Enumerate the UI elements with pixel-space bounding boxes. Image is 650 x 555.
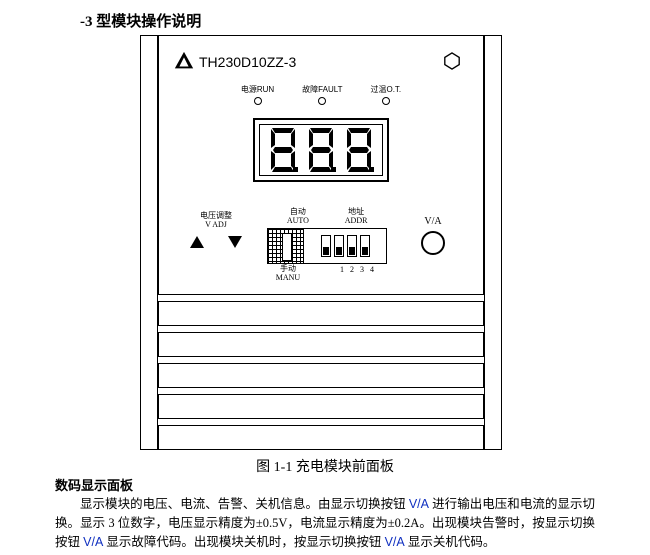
va-inline-3: V/A bbox=[385, 535, 405, 549]
decimal-dot-3-icon bbox=[369, 167, 374, 172]
led-ot-label: 过温O.T. bbox=[370, 84, 401, 95]
led-ot: 过温O.T. bbox=[370, 84, 401, 114]
vent-slat bbox=[158, 394, 484, 419]
va-inline-2: V/A bbox=[83, 535, 103, 549]
controls-row: 电压调整 V ADJ 自动AUTO 地址ADDR bbox=[159, 208, 483, 288]
dip-manual-label: 手动MANU bbox=[270, 265, 306, 283]
dip-addr-label: 地址ADDR bbox=[329, 208, 383, 226]
decimal-dot-2-icon bbox=[331, 167, 336, 172]
brand-logo-icon bbox=[173, 50, 195, 72]
display-digit-3 bbox=[342, 126, 376, 174]
voltage-adjust-group: 电压调整 V ADJ bbox=[181, 212, 251, 248]
panel-main: TH230D10ZZ-3 电源RUN 故障FAULT 过温O.T. bbox=[158, 35, 484, 295]
led-row: 电源RUN 故障FAULT 过温O.T. bbox=[159, 84, 483, 114]
display-digit-1 bbox=[266, 126, 300, 174]
vent-slat bbox=[158, 332, 484, 357]
panel-rail-left bbox=[140, 35, 158, 450]
led-fault-label: 故障FAULT bbox=[302, 84, 342, 95]
page-title: -3 型模块操作说明 bbox=[80, 10, 201, 31]
dip-switch-group: 自动AUTO 地址ADDR 手动MANU bbox=[267, 208, 387, 264]
dip-switch-3[interactable] bbox=[347, 235, 357, 257]
dip-switches bbox=[304, 229, 386, 263]
va-button[interactable] bbox=[421, 231, 445, 255]
arrow-up-icon[interactable] bbox=[190, 236, 204, 248]
led-ot-indicator-icon bbox=[382, 97, 390, 105]
figure-caption: 图 1-1 充电模块前面板 bbox=[0, 456, 650, 476]
vent-slat bbox=[158, 363, 484, 388]
panel-rail-right bbox=[484, 35, 502, 450]
display-frame bbox=[253, 118, 389, 182]
body-paragraph: 显示模块的电压、电流、告警、关机信息。由显示切换按钮 V/A 进行输出电压和电流… bbox=[55, 495, 595, 551]
decimal-dot-1-icon bbox=[293, 167, 298, 172]
va-toggle-group: V/A bbox=[405, 216, 461, 255]
led-fault: 故障FAULT bbox=[302, 84, 342, 114]
vent-area bbox=[158, 297, 484, 450]
va-label: V/A bbox=[405, 216, 461, 227]
display-digit-2 bbox=[304, 126, 338, 174]
vent-slat bbox=[158, 425, 484, 450]
device-panel: TH230D10ZZ-3 电源RUN 故障FAULT 过温O.T. bbox=[140, 35, 502, 450]
dip-switch-2[interactable] bbox=[334, 235, 344, 257]
dip-numbers: 1 2 3 4 bbox=[340, 265, 384, 283]
model-number: TH230D10ZZ-3 bbox=[199, 54, 296, 70]
led-run-indicator-icon bbox=[254, 97, 262, 105]
vent-slat bbox=[158, 301, 484, 326]
section-heading: 数码显示面板 bbox=[55, 475, 133, 494]
vadj-label-en: V ADJ bbox=[181, 221, 251, 230]
led-run-label: 电源RUN bbox=[241, 84, 274, 95]
dip-box: 手动MANU 1 2 3 4 bbox=[267, 228, 387, 264]
screw-icon bbox=[443, 52, 461, 70]
va-inline-1: V/A bbox=[409, 497, 429, 511]
dip-switch-4[interactable] bbox=[360, 235, 370, 257]
dip-auto-label: 自动AUTO bbox=[271, 208, 325, 226]
dip-switch-1[interactable] bbox=[321, 235, 331, 257]
led-fault-indicator-icon bbox=[318, 97, 326, 105]
led-run: 电源RUN bbox=[241, 84, 274, 114]
arrow-down-icon[interactable] bbox=[228, 236, 242, 248]
mode-slider[interactable] bbox=[268, 229, 304, 263]
display-inner bbox=[259, 124, 383, 176]
